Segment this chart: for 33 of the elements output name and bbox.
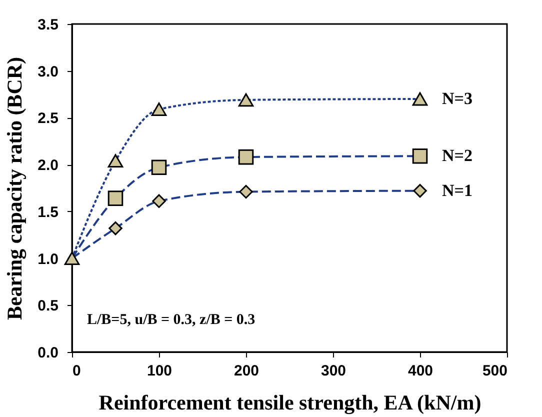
x-tick-label: 300 bbox=[320, 362, 346, 380]
y-tick-label: 1.0 bbox=[38, 250, 58, 268]
y-tick-label: 2.5 bbox=[38, 110, 58, 128]
series-label: N=3 bbox=[442, 88, 472, 108]
point bbox=[151, 160, 167, 176]
y-tick-label: 1.5 bbox=[38, 204, 58, 221]
y-axis-title: Bearing capacity ratio (BCR) bbox=[2, 56, 27, 320]
point bbox=[412, 92, 428, 106]
point bbox=[108, 190, 124, 206]
point bbox=[239, 184, 253, 199]
annotation: L/B=5, u/B = 0.3, z/B = 0.3 bbox=[87, 312, 256, 328]
point bbox=[108, 221, 122, 236]
y-tick-label: 0.0 bbox=[38, 344, 58, 362]
point bbox=[412, 148, 428, 164]
series-label: N=1 bbox=[442, 180, 472, 200]
x-tick-label: 0 bbox=[72, 362, 81, 380]
point bbox=[413, 184, 427, 198]
y-tick-label: 0.5 bbox=[38, 298, 58, 315]
x-tick-label: 500 bbox=[482, 362, 508, 380]
series-label: N=2 bbox=[442, 146, 472, 166]
point bbox=[152, 194, 166, 208]
point bbox=[108, 154, 124, 168]
x-axis-title: Reinforcement tensile strength, EA (kN/m) bbox=[98, 390, 482, 414]
x-tick-label: 200 bbox=[234, 362, 260, 380]
y-tick-label: 3.5 bbox=[38, 16, 58, 34]
x-tick-label: 100 bbox=[146, 362, 172, 380]
x-tick-label: 400 bbox=[408, 362, 434, 380]
point bbox=[238, 149, 254, 165]
point bbox=[151, 102, 167, 116]
y-tick-label: 2.0 bbox=[38, 157, 58, 174]
y-tick-label: 3.0 bbox=[38, 63, 58, 80]
point bbox=[238, 93, 254, 107]
point bbox=[64, 252, 80, 266]
